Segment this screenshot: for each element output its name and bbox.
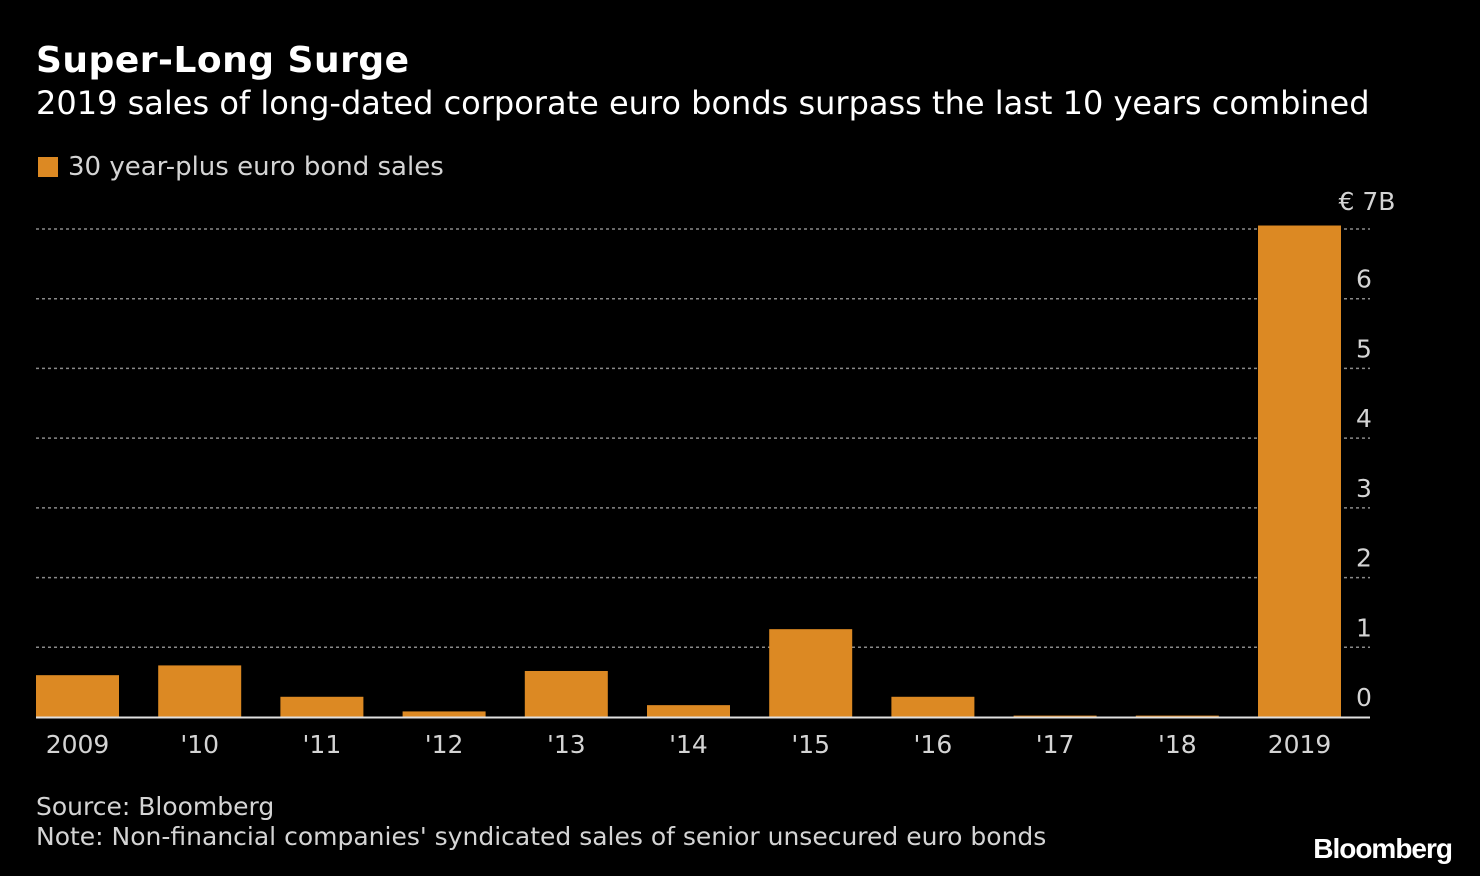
- y-tick-label: 0: [1356, 683, 1372, 712]
- bar-12: [402, 711, 486, 717]
- x-tick-label: 2009: [46, 730, 110, 759]
- y-tick-label: 5: [1356, 334, 1372, 363]
- bar-2009: [36, 675, 119, 717]
- y-tick-label: 3: [1356, 474, 1372, 503]
- y-tick-label: 2: [1356, 544, 1372, 573]
- chart-title: Super-Long Surge: [36, 40, 410, 81]
- legend-swatch: [38, 157, 58, 177]
- bar-14: [647, 705, 730, 717]
- y-unit-label: € 7B: [1339, 187, 1396, 216]
- bar-layer: [36, 225, 1341, 717]
- bar-13: [524, 670, 608, 717]
- x-tick-label: 2019: [1268, 730, 1332, 759]
- bar-10: [158, 665, 242, 717]
- footnote: Note: Non-financial companies' syndicate…: [36, 822, 1047, 851]
- legend-label: 30 year-plus euro bond sales: [68, 152, 444, 182]
- legend: 30 year-plus euro bond sales: [38, 152, 444, 182]
- x-tick-label: '16: [914, 730, 953, 759]
- bar-18: [1135, 715, 1219, 717]
- bar-17: [1013, 715, 1097, 717]
- x-tick-label: '10: [180, 730, 219, 759]
- x-tick-label: '13: [547, 730, 586, 759]
- x-tick-label: '15: [791, 730, 830, 759]
- bar-2019: [1258, 225, 1341, 717]
- y-tick-label: 1: [1356, 613, 1372, 642]
- bar-11: [280, 696, 364, 717]
- x-tick-label: '12: [425, 730, 464, 759]
- x-tick-label: '14: [669, 730, 708, 759]
- chart-subtitle: 2019 sales of long-dated corporate euro …: [36, 84, 1370, 122]
- label-layer: 0 1 2 3 4 5 6 € 7B 2009 '10 '11 '12 '13 '14 '15 '16 '17 '…: [46, 187, 1396, 759]
- y-tick-label: 4: [1356, 404, 1372, 433]
- x-tick-label: '17: [1036, 730, 1075, 759]
- bar-16: [891, 696, 975, 717]
- y-tick-label: 6: [1356, 265, 1372, 294]
- bloomberg-logo: Bloomberg: [1313, 833, 1453, 864]
- bar-15: [769, 629, 853, 717]
- x-tick-label: '18: [1158, 730, 1197, 759]
- x-tick-label: '11: [303, 730, 342, 759]
- grid-layer: [36, 228, 1370, 649]
- source-note: Source: Bloomberg: [36, 792, 275, 821]
